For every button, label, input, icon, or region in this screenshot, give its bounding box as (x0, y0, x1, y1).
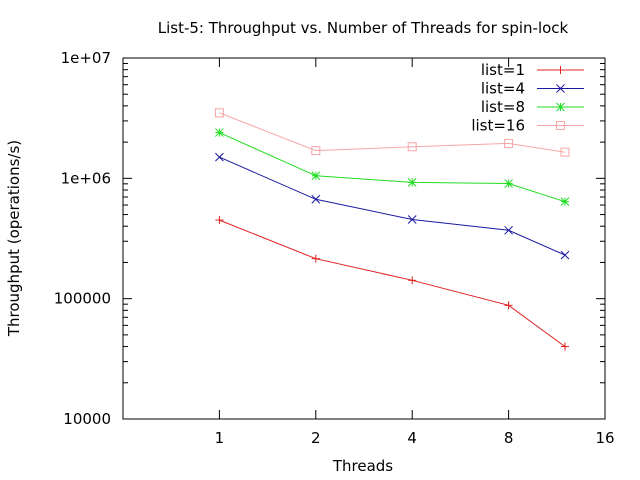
series-line-list-1 (219, 219, 566, 348)
data-point-list-16 (504, 138, 514, 148)
legend-label: list=8 (481, 98, 525, 116)
x-tick-label: 8 (504, 429, 514, 447)
legend-swatch-marker (556, 102, 565, 112)
y-tick-label: 10000 (63, 410, 111, 428)
chart-title: List-5: Throughput vs. Number of Threads… (158, 19, 569, 37)
series-line-list-8 (219, 132, 566, 203)
data-point-list-8 (504, 179, 513, 188)
data-point-list-4 (311, 194, 321, 204)
y-axis-ticks: 10000 100000 1e+06 1e+07 (54, 49, 605, 428)
data-point-list-16 (214, 108, 224, 118)
series-line-list-16 (219, 112, 566, 153)
legend-swatch-marker (556, 121, 565, 130)
x-axis-title: Threads (332, 457, 393, 475)
series-layer (214, 108, 570, 351)
x-tick-label: 2 (311, 429, 321, 447)
legend-swatch-marker (556, 84, 565, 93)
x-tick-label: 16 (595, 429, 614, 447)
y-tick-label: 1e+07 (61, 49, 111, 67)
data-point-list-1 (311, 254, 320, 263)
data-point-list-1 (215, 216, 224, 225)
data-point-list-8 (407, 178, 417, 187)
legend-swatch-marker (556, 66, 565, 74)
plot-frame (122, 57, 606, 420)
legend-label: list=4 (481, 80, 525, 98)
legend-label: list=16 (471, 117, 525, 135)
data-point-list-1 (408, 276, 417, 285)
data-point-list-8 (560, 197, 570, 207)
data-point-list-1 (560, 342, 569, 351)
y-axis-title: Throughput (operations/s) (5, 140, 23, 337)
data-point-list-16 (407, 142, 417, 152)
x-tick-label: 4 (407, 429, 417, 447)
data-point-list-8 (311, 171, 321, 181)
legend-label: list=1 (481, 61, 525, 79)
data-point-list-4 (504, 225, 513, 235)
data-point-list-16 (560, 147, 570, 157)
data-point-list-1 (504, 301, 513, 310)
y-tick-label: 1e+06 (61, 169, 111, 187)
x-axis-ticks: 1 2 4 8 16 (215, 58, 615, 447)
data-point-list-4 (215, 152, 224, 162)
data-point-list-4 (407, 215, 417, 224)
data-point-list-4 (560, 250, 570, 260)
y-tick-label: 100000 (54, 290, 111, 308)
data-point-list-16 (311, 146, 321, 156)
data-point-list-8 (215, 128, 224, 137)
x-tick-label: 1 (215, 429, 225, 447)
